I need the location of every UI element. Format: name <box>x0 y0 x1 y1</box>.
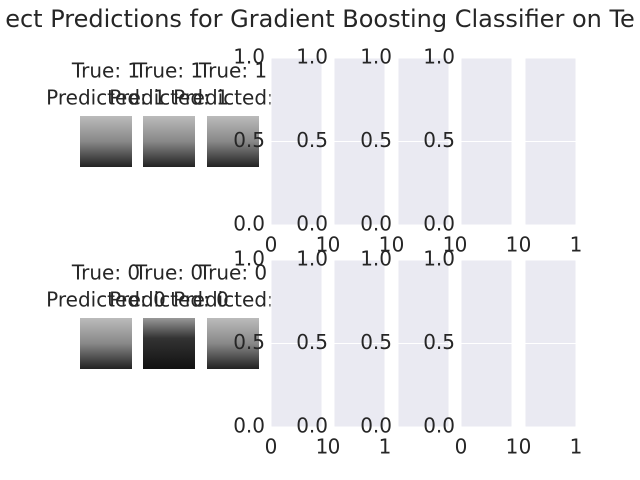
x-tick-label: 1 <box>570 233 583 257</box>
image <box>207 116 259 167</box>
y-tick-label: 0.0 <box>233 212 265 236</box>
x-tick-label: 0 <box>455 435 468 459</box>
x-tick-label: 0 <box>519 233 532 257</box>
y-tick-label: 0.0 <box>296 414 328 438</box>
y-tick-label: 1.0 <box>423 247 455 271</box>
x-tick-label: 0 <box>328 233 341 257</box>
image <box>207 318 259 369</box>
y-tick-label: 1.0 <box>296 45 328 69</box>
y-tick-label: 1.0 <box>233 247 265 271</box>
y-tick-label: 1.0 <box>233 45 265 69</box>
image-title: Predicted: 0 <box>46 288 166 312</box>
y-tick-label: 1.0 <box>360 45 392 69</box>
x-tick-label: 1 <box>379 435 392 459</box>
y-tick-label: 0.0 <box>423 212 455 236</box>
image-title: True: 0 <box>71 261 140 285</box>
image-title: Predicted: 1 <box>109 86 229 110</box>
y-tick-label: 0.5 <box>296 128 328 152</box>
y-tick-label: 0.5 <box>360 330 392 354</box>
image-title: True: 1 <box>134 59 203 83</box>
y-tick-label: 0.5 <box>423 128 455 152</box>
x-tick-label: 1 <box>443 233 456 257</box>
x-tick-label: 1 <box>506 233 519 257</box>
image-title: True: 0 <box>134 261 203 285</box>
image-title: Predicted: 0 <box>109 288 229 312</box>
x-tick-label: 1 <box>570 435 583 459</box>
y-tick-label: 1.0 <box>423 45 455 69</box>
image-title: True: 0 <box>198 261 267 285</box>
x-tick-label: 0 <box>265 435 278 459</box>
image <box>80 318 132 369</box>
x-tick-label: 1 <box>316 435 329 459</box>
y-tick-label: 0.0 <box>233 414 265 438</box>
image-title: Predicted: 1 <box>46 86 166 110</box>
x-tick-label: 0 <box>265 233 278 257</box>
y-tick-label: 1.0 <box>296 247 328 271</box>
y-tick-label: 0.0 <box>360 414 392 438</box>
x-tick-label: 1 <box>379 233 392 257</box>
x-tick-label: 1 <box>506 435 519 459</box>
y-tick-label: 0.5 <box>233 128 265 152</box>
y-tick-label: 0.5 <box>360 128 392 152</box>
image <box>80 116 132 167</box>
x-tick-label: 0 <box>392 233 405 257</box>
x-tick-label: 1 <box>316 233 329 257</box>
x-tick-label: 0 <box>328 435 341 459</box>
y-tick-label: 1.0 <box>360 247 392 271</box>
y-tick-label: 0.0 <box>423 414 455 438</box>
x-tick-label: 0 <box>455 233 468 257</box>
image <box>143 116 195 167</box>
x-tick-label: 0 <box>519 435 532 459</box>
y-tick-label: 0.0 <box>296 212 328 236</box>
image-title: True: 1 <box>198 59 267 83</box>
figure-title: ect Predictions for Gradient Boosting Cl… <box>5 5 635 33</box>
y-tick-label: 0.5 <box>296 330 328 354</box>
y-tick-label: 0.5 <box>423 330 455 354</box>
image <box>143 318 195 369</box>
y-tick-label: 0.5 <box>233 330 265 354</box>
image-title: True: 1 <box>71 59 140 83</box>
y-tick-label: 0.0 <box>360 212 392 236</box>
